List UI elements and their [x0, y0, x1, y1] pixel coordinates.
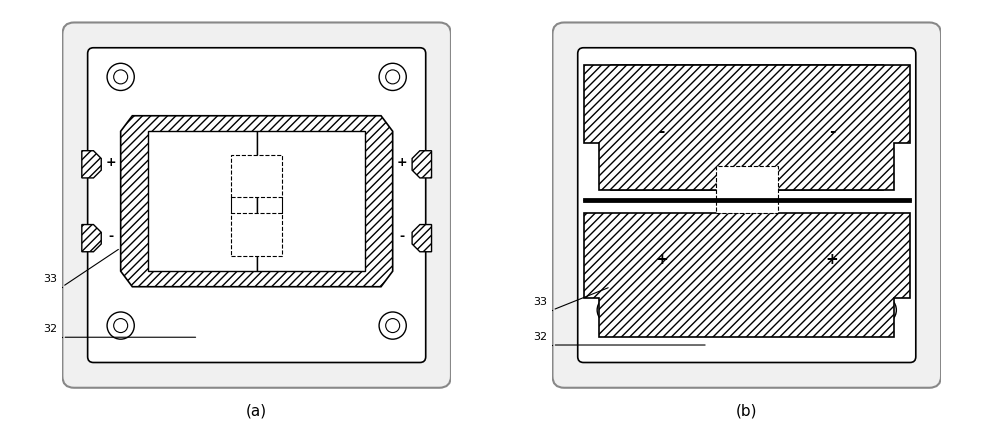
- Circle shape: [597, 79, 624, 106]
- Polygon shape: [121, 116, 393, 287]
- Polygon shape: [584, 213, 910, 337]
- Circle shape: [604, 303, 618, 317]
- Circle shape: [876, 86, 890, 99]
- Text: 33: 33: [533, 297, 547, 307]
- Bar: [148, 131, 257, 271]
- Circle shape: [876, 303, 890, 317]
- Text: 33: 33: [43, 274, 57, 284]
- Bar: [716, 166, 778, 213]
- Text: -: -: [400, 230, 405, 243]
- Text: -: -: [108, 230, 114, 243]
- Text: (a): (a): [246, 403, 267, 418]
- Polygon shape: [82, 225, 101, 252]
- Circle shape: [107, 312, 134, 339]
- Circle shape: [386, 70, 400, 84]
- Bar: [231, 155, 282, 197]
- Circle shape: [379, 63, 406, 90]
- Polygon shape: [584, 65, 910, 190]
- FancyBboxPatch shape: [88, 48, 426, 363]
- Text: -: -: [829, 124, 835, 139]
- Polygon shape: [82, 151, 101, 178]
- Text: +: +: [826, 252, 839, 267]
- Circle shape: [869, 79, 896, 106]
- Bar: [257, 131, 365, 271]
- Circle shape: [869, 296, 896, 324]
- Text: +: +: [106, 156, 116, 169]
- Polygon shape: [611, 65, 883, 190]
- Polygon shape: [584, 65, 611, 143]
- Polygon shape: [412, 225, 432, 252]
- Text: (b): (b): [736, 403, 758, 418]
- FancyBboxPatch shape: [578, 48, 916, 363]
- Circle shape: [379, 312, 406, 339]
- Circle shape: [107, 63, 134, 90]
- Text: +: +: [397, 156, 408, 169]
- Text: 32: 32: [533, 332, 547, 342]
- Circle shape: [597, 296, 624, 324]
- Polygon shape: [412, 151, 432, 178]
- Circle shape: [604, 86, 618, 99]
- Circle shape: [386, 318, 400, 332]
- Circle shape: [114, 318, 128, 332]
- FancyBboxPatch shape: [62, 22, 451, 388]
- Text: -: -: [658, 124, 664, 139]
- FancyBboxPatch shape: [552, 22, 941, 388]
- Bar: [231, 213, 282, 256]
- Text: +: +: [655, 252, 668, 267]
- Circle shape: [114, 70, 128, 84]
- Polygon shape: [883, 65, 910, 143]
- Text: 32: 32: [43, 324, 57, 335]
